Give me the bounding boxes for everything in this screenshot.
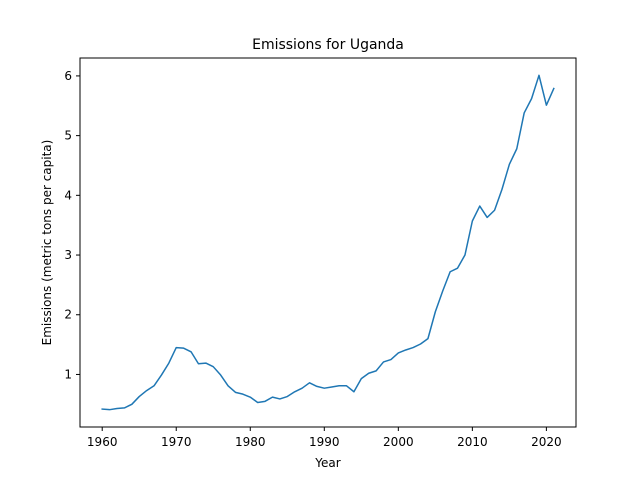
chart-title: Emissions for Uganda bbox=[252, 37, 404, 53]
x-tick-label: 2020 bbox=[531, 435, 562, 449]
x-tick-label: 1960 bbox=[87, 435, 118, 449]
x-tick-label: 1990 bbox=[309, 435, 340, 449]
emissions-series-line bbox=[101, 74, 555, 411]
y-tick-label: 2 bbox=[64, 308, 72, 322]
y-tick-label: 4 bbox=[64, 188, 72, 202]
x-tick-label: 1980 bbox=[235, 435, 266, 449]
plot-area bbox=[101, 74, 555, 411]
x-axis-label: Year bbox=[314, 456, 340, 470]
x-tick-label: 2000 bbox=[383, 435, 414, 449]
y-tick-label: 5 bbox=[64, 129, 72, 143]
x-tick-label: 2010 bbox=[457, 435, 488, 449]
x-tick-label: 1970 bbox=[161, 435, 192, 449]
y-tick-label: 6 bbox=[64, 69, 72, 83]
y-tick-label: 3 bbox=[64, 248, 72, 262]
y-axis-label: Emissions (metric tons per capita) bbox=[40, 140, 54, 346]
y-tick-label: 1 bbox=[64, 367, 72, 381]
axes-frame bbox=[79, 57, 577, 428]
